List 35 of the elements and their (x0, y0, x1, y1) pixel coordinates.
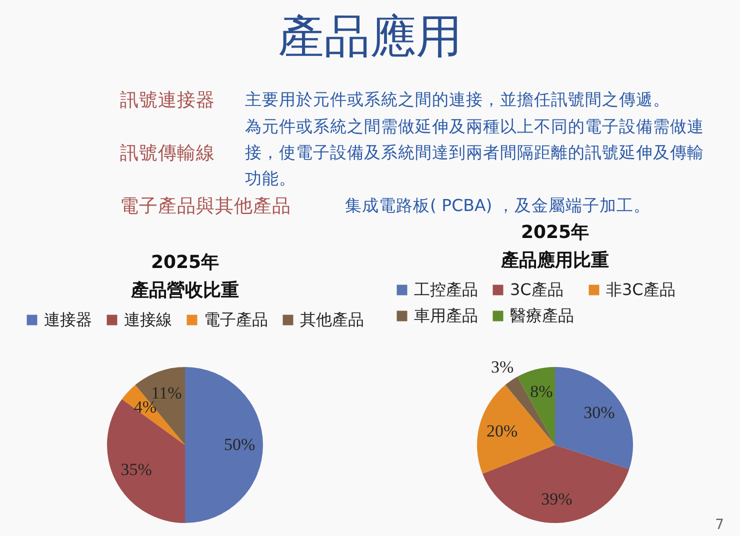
legend-label: 3C產品 (510, 280, 564, 299)
data-label: 20% (486, 421, 518, 440)
data-label: 3% (491, 358, 514, 377)
data-label: 39% (541, 490, 572, 509)
legend-label: 醫療產品 (510, 306, 574, 325)
text: 訊號傳輸線 (120, 143, 215, 164)
pie-slice (185, 367, 263, 523)
chart-title: 2025年 (520, 222, 590, 243)
legend-label: 非3C產品 (606, 280, 676, 299)
chart-subtitle: 產品應用比重 (500, 250, 609, 271)
text: 主要用於元件或系統之間的連接，並擔任訊號間之傳遞。 (245, 90, 670, 109)
pie-slice (555, 367, 633, 470)
text: 電子產品與其他產品 (120, 196, 291, 217)
pie-slice (482, 445, 630, 523)
legend-label: 車用產品 (414, 306, 478, 325)
legend-label: 連接器 (44, 310, 92, 329)
legend-label: 工控產品 (414, 280, 478, 299)
legend-label: 連接線 (124, 310, 172, 329)
data-label: 35% (120, 460, 152, 479)
pie-slice (107, 399, 185, 523)
data-label: 50% (224, 435, 256, 454)
pie-slice (477, 384, 555, 474)
pie-slice (135, 367, 185, 445)
data-label: 8% (530, 382, 553, 402)
text: 為元件或系統之間需做延伸及兩種以上不同的電子設備需做連接，使電子設備及系統間達到兩者間隔距離的訊號延伸及傳輸功能。 (245, 117, 704, 188)
text: 訊號連接器 (120, 90, 215, 111)
chart-title: 2025年 (150, 252, 220, 273)
data-label: 30% (584, 402, 615, 422)
text: 7 (715, 517, 724, 533)
chart-subtitle: 產品營收比重 (130, 280, 239, 301)
pie-slice (517, 367, 555, 445)
text: 集成電路板( PCBA) ，及金屬端子加工。 (345, 196, 650, 215)
legend-label: 電子產品 (204, 310, 268, 329)
text: 產品應用 (278, 9, 462, 63)
legend-label: 其他產品 (300, 310, 364, 329)
